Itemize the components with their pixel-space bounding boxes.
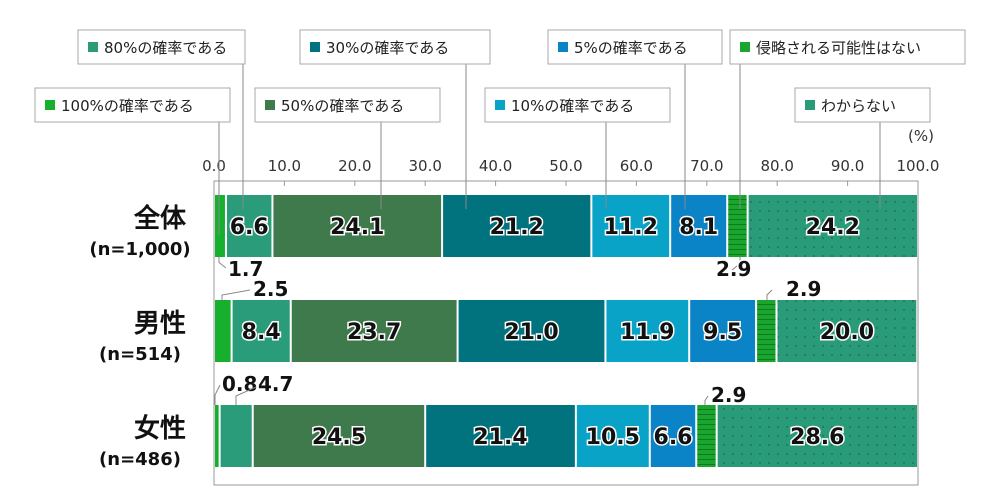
- category-label: 男性: [134, 309, 186, 339]
- leader-line: [214, 384, 221, 405]
- category-label: 全体: [133, 203, 187, 234]
- data-label: 2.9: [716, 257, 751, 281]
- bar-segment: [226, 195, 272, 257]
- data-label: 21.4: [473, 425, 527, 450]
- data-label: 4.7: [258, 372, 293, 396]
- bar-segment: [215, 300, 231, 362]
- bar-segment: [220, 405, 252, 467]
- x-tick-label: 40.0: [479, 157, 512, 175]
- data-label: 2.9: [711, 383, 746, 407]
- data-label: 24.1: [330, 215, 384, 240]
- bar-segment: [690, 300, 756, 362]
- bar-segment: [748, 195, 917, 257]
- leader-line: [766, 289, 773, 300]
- legend-label: 100%の確率である: [61, 97, 194, 115]
- bar-segment: [717, 405, 917, 467]
- x-tick-label: 20.0: [338, 157, 371, 175]
- x-tick-label: 100.0: [897, 157, 940, 175]
- legend-swatch: [740, 42, 750, 52]
- bar-segment: [757, 300, 776, 362]
- leader-line: [731, 257, 741, 271]
- data-label: 2.5: [253, 277, 288, 301]
- legend-swatch: [310, 42, 320, 52]
- bar-segment: [426, 405, 575, 467]
- bar-segment: [443, 195, 591, 257]
- legend-label: 5%の確率である: [574, 39, 688, 57]
- data-label: 9.5: [703, 320, 742, 345]
- x-tick-label: 0.0: [202, 157, 226, 175]
- data-label: 11.9: [620, 320, 674, 345]
- data-label: 10.5: [586, 425, 640, 450]
- bar-segment: [650, 405, 696, 467]
- data-label: 24.5: [312, 425, 366, 450]
- legend-label: わからない: [821, 97, 896, 115]
- leader-line: [221, 289, 251, 300]
- leader-line: [704, 395, 709, 405]
- category-n: (n=514): [99, 344, 181, 365]
- x-tick-label: 10.0: [268, 157, 301, 175]
- data-label: 20.0: [820, 320, 874, 345]
- bar-segment: [576, 405, 649, 467]
- data-label: 8.1: [679, 215, 718, 240]
- bar-segment: [253, 405, 425, 467]
- legend-box: [299, 29, 491, 65]
- legend-swatch: [265, 100, 275, 110]
- legend-box: [484, 87, 671, 123]
- leader-line: [235, 386, 257, 405]
- data-label: 6.6: [654, 425, 693, 450]
- data-label: 1.7: [228, 257, 263, 281]
- data-label: 8.4: [242, 320, 281, 345]
- legend-label: 侵略される可能性はない: [756, 39, 921, 57]
- bar-segment: [777, 300, 917, 362]
- data-label: 0.8: [222, 372, 257, 396]
- legend-box: [547, 29, 723, 65]
- legend-label: 50%の確率である: [281, 97, 404, 115]
- legend-label: 80%の確率である: [104, 39, 227, 57]
- bar-segment: [606, 300, 689, 362]
- data-label: 24.2: [806, 215, 860, 240]
- legend-box: [794, 87, 931, 123]
- data-label: 28.6: [790, 425, 844, 450]
- x-tick-label: 80.0: [760, 157, 793, 175]
- legend-swatch: [88, 42, 98, 52]
- data-label: 23.7: [347, 320, 401, 345]
- x-tick-label: 50.0: [549, 157, 582, 175]
- legend-swatch: [805, 100, 815, 110]
- bar-segment: [458, 300, 605, 362]
- data-label: 21.2: [490, 215, 544, 240]
- bar-segment: [592, 195, 670, 257]
- x-tick-label: 60.0: [620, 157, 653, 175]
- bar-segment: [273, 195, 442, 257]
- bar-segment: [215, 405, 219, 467]
- category-label: 女性: [134, 413, 186, 444]
- x-tick-label: 30.0: [408, 157, 441, 175]
- legend-box: [729, 29, 966, 65]
- x-tick-label: 70.0: [690, 157, 723, 175]
- bar-segment: [728, 195, 747, 257]
- bar-segment: [671, 195, 727, 257]
- bar-segment: [697, 405, 716, 467]
- bar-segment: [291, 300, 457, 362]
- category-n: (n=486): [99, 449, 181, 470]
- x-tick-label: 90.0: [831, 157, 864, 175]
- category-n: (n=1,000): [89, 239, 190, 260]
- bar-segment: [232, 300, 290, 362]
- data-label: 6.6: [230, 215, 269, 240]
- legend-swatch: [45, 100, 55, 110]
- legend-box: [77, 29, 246, 65]
- data-label: 11.2: [604, 215, 658, 240]
- legend-box: [34, 87, 231, 123]
- legend-label: 10%の確率である: [511, 97, 634, 115]
- legend-label: 30%の確率である: [326, 39, 449, 57]
- unit-label: (%): [908, 127, 934, 145]
- data-label: 2.9: [786, 277, 821, 301]
- bar-segment: [215, 195, 225, 257]
- legend-swatch: [495, 100, 505, 110]
- data-label: 21.0: [504, 320, 558, 345]
- leader-line: [218, 257, 227, 269]
- legend-box: [254, 87, 441, 123]
- legend-swatch: [558, 42, 568, 52]
